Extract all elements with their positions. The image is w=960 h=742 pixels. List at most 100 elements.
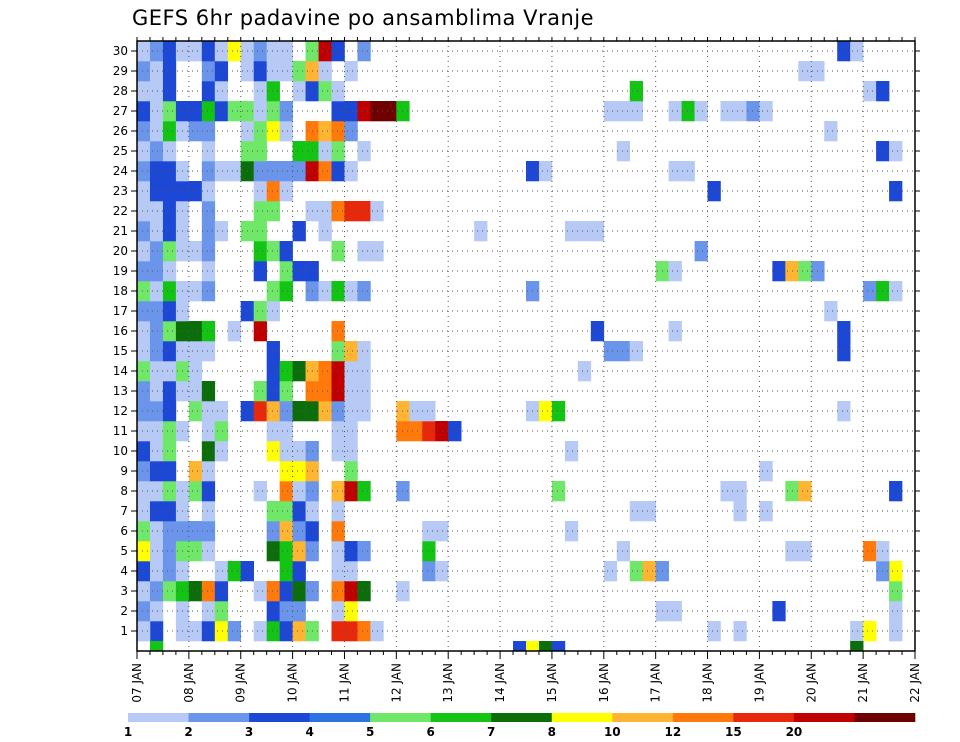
heatmap-cell bbox=[201, 601, 216, 622]
heatmap-cell bbox=[201, 441, 216, 462]
heatmap-cell bbox=[668, 261, 682, 282]
heatmap-cell bbox=[889, 141, 903, 162]
colorbar-segment bbox=[430, 713, 492, 722]
heatmap-cell bbox=[707, 621, 721, 642]
heatmap-cells bbox=[137, 41, 903, 652]
heatmap-cell bbox=[331, 541, 345, 562]
heatmap-cell bbox=[344, 461, 358, 482]
heatmap-cell bbox=[266, 41, 280, 62]
heatmap-cell bbox=[201, 581, 216, 602]
y-tick-label: 23 bbox=[113, 184, 128, 198]
heatmap-cell bbox=[344, 121, 358, 142]
heatmap-cell bbox=[137, 361, 151, 382]
heatmap-cell bbox=[733, 501, 747, 522]
heatmap-cell bbox=[162, 261, 177, 282]
y-tick-label: 9 bbox=[120, 464, 128, 478]
heatmap-cell bbox=[149, 281, 164, 302]
heatmap-cell bbox=[149, 461, 164, 482]
heatmap-cell bbox=[201, 181, 216, 202]
heatmap-cell bbox=[344, 341, 358, 362]
x-tick-label: 15 JAN bbox=[545, 663, 559, 703]
heatmap-cell bbox=[681, 101, 695, 122]
heatmap-cell bbox=[292, 441, 306, 462]
heatmap-cell bbox=[149, 621, 164, 642]
y-tick-label: 6 bbox=[120, 524, 128, 538]
heatmap-cell bbox=[201, 121, 216, 142]
heatmap-cell bbox=[279, 41, 293, 62]
colorbar-segment bbox=[491, 713, 553, 722]
heatmap-cell bbox=[331, 381, 345, 402]
heatmap-cell bbox=[850, 41, 864, 62]
heatmap-cell bbox=[162, 281, 177, 302]
heatmap-cell bbox=[162, 501, 177, 522]
heatmap-cell bbox=[279, 441, 293, 462]
heatmap-cell bbox=[889, 481, 903, 502]
heatmap-cell bbox=[227, 161, 242, 182]
heatmap-cell bbox=[188, 481, 203, 502]
heatmap-cell bbox=[188, 321, 203, 342]
heatmap-cell bbox=[214, 441, 229, 462]
heatmap-cell bbox=[162, 521, 177, 542]
heatmap-cell bbox=[266, 201, 280, 222]
heatmap-cell bbox=[279, 181, 293, 202]
heatmap-cell bbox=[344, 621, 358, 642]
heatmap-cell bbox=[357, 381, 371, 402]
heatmap-cell bbox=[759, 461, 773, 482]
heatmap-cell bbox=[214, 421, 229, 442]
colorbar-segment bbox=[733, 713, 795, 722]
heatmap-cell bbox=[863, 81, 877, 102]
heatmap-cell bbox=[227, 41, 242, 62]
heatmap-cell bbox=[292, 221, 306, 242]
heatmap-cell bbox=[137, 521, 151, 542]
heatmap-cell bbox=[201, 421, 216, 442]
heatmap-cell bbox=[292, 401, 306, 422]
heatmap-cell bbox=[292, 581, 306, 602]
heatmap-cell bbox=[603, 561, 618, 582]
heatmap-cell bbox=[279, 561, 293, 582]
heatmap-cell bbox=[292, 561, 306, 582]
heatmap-cell bbox=[759, 101, 773, 122]
heatmap-cell bbox=[292, 601, 306, 622]
heatmap-cell bbox=[824, 121, 838, 142]
x-tick-label: 16 JAN bbox=[597, 663, 611, 703]
heatmap-cell bbox=[292, 501, 306, 522]
heatmap-cell bbox=[162, 301, 177, 322]
y-tick-label: 20 bbox=[113, 244, 128, 258]
heatmap-cell bbox=[357, 141, 371, 162]
heatmap-cell bbox=[266, 121, 280, 142]
heatmap-cell bbox=[344, 61, 358, 82]
heatmap-cell bbox=[331, 201, 345, 222]
heatmap-cell bbox=[188, 101, 203, 122]
heatmap-cell bbox=[318, 281, 332, 302]
heatmap-cell bbox=[137, 461, 151, 482]
heatmap-cell bbox=[318, 401, 332, 422]
heatmap-cell bbox=[149, 161, 164, 182]
heatmap-cell bbox=[253, 481, 267, 502]
heatmap-cell bbox=[137, 581, 151, 602]
chart-title: GEFS 6hr padavine po ansamblima Vranje bbox=[132, 6, 595, 30]
heatmap-cell bbox=[227, 101, 242, 122]
heatmap-cell bbox=[292, 61, 306, 82]
heatmap-cell bbox=[889, 281, 903, 302]
x-tick-label: 20 JAN bbox=[804, 663, 818, 703]
heatmap-cell bbox=[149, 381, 164, 402]
heatmap-cell bbox=[201, 221, 216, 242]
heatmap-cell bbox=[253, 121, 267, 142]
heatmap-cell bbox=[137, 201, 151, 222]
heatmap-cell bbox=[149, 221, 164, 242]
heatmap-cell bbox=[149, 301, 164, 322]
heatmap-cell bbox=[201, 481, 216, 502]
heatmap-cell bbox=[629, 561, 643, 582]
heatmap-cell bbox=[201, 241, 216, 262]
heatmap-cell bbox=[668, 161, 682, 182]
y-tick-label: 11 bbox=[113, 424, 128, 438]
heatmap-cell bbox=[149, 581, 164, 602]
heatmap-cell bbox=[253, 61, 267, 82]
heatmap-cell bbox=[331, 241, 345, 262]
heatmap-cell bbox=[137, 261, 151, 282]
heatmap-cell bbox=[318, 141, 332, 162]
heatmap-cell bbox=[344, 581, 358, 602]
heatmap-cell bbox=[137, 241, 151, 262]
heatmap-cell bbox=[188, 181, 203, 202]
heatmap-cell bbox=[551, 401, 566, 422]
